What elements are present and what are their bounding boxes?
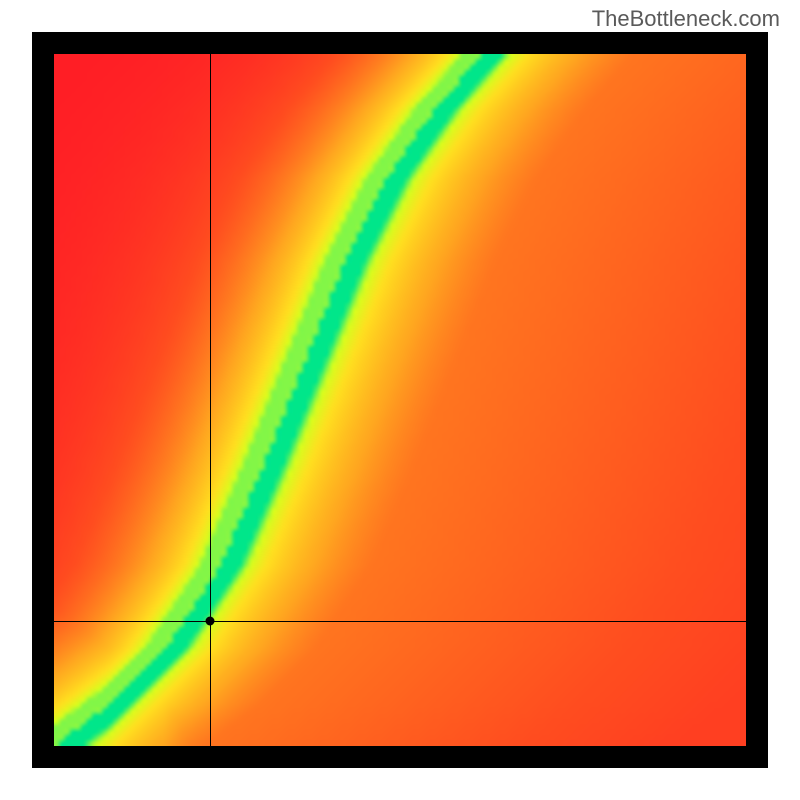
chart-container: TheBottleneck.com <box>0 0 800 800</box>
watermark-text: TheBottleneck.com <box>592 6 780 32</box>
plot-frame <box>32 32 768 768</box>
heatmap-canvas <box>54 54 746 746</box>
crosshair-horizontal <box>32 621 768 622</box>
marker-dot <box>205 617 214 626</box>
crosshair-vertical <box>210 32 211 768</box>
